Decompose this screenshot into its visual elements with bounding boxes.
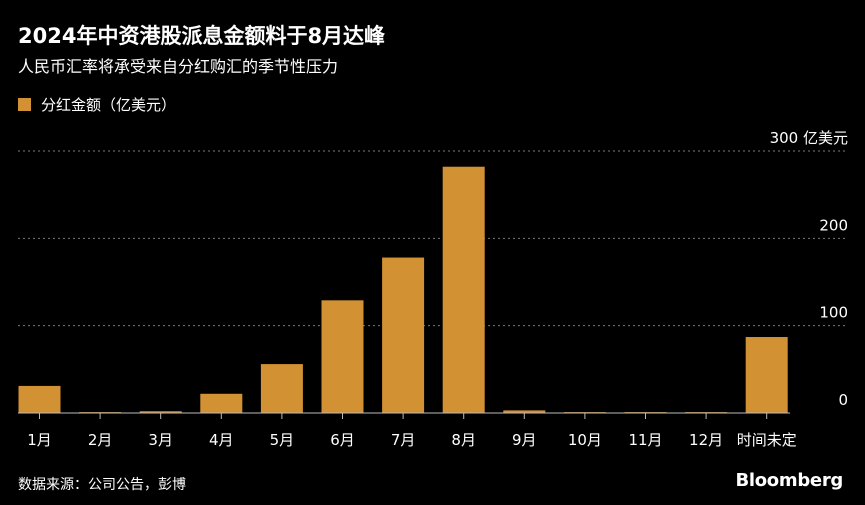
x-tick-label: 12月 bbox=[689, 431, 723, 449]
chart-subtitle: 人民币汇率将承受来自分红购汇的季节性压力 bbox=[18, 57, 339, 76]
bar-1月 bbox=[18, 385, 61, 413]
x-tick-label: 9月 bbox=[512, 431, 537, 449]
gridlines bbox=[18, 150, 848, 327]
x-tick-label: 4月 bbox=[209, 431, 234, 449]
y-tick-label: 300 亿美元 bbox=[770, 129, 848, 147]
bloomberg-logo: Bloomberg bbox=[735, 470, 843, 491]
x-tick-label: 5月 bbox=[270, 431, 295, 449]
legend-label: 分红金额（亿美元） bbox=[41, 96, 177, 114]
legend-swatch bbox=[18, 98, 31, 111]
x-tick-label: 11月 bbox=[628, 431, 662, 449]
legend: 分红金额（亿美元） bbox=[18, 94, 176, 115]
bar-时间未定 bbox=[745, 337, 788, 413]
bar-7月 bbox=[382, 257, 425, 413]
bars bbox=[18, 166, 788, 413]
source-note: 数据来源：公司公告，彭博 bbox=[18, 477, 186, 493]
x-tick-label: 8月 bbox=[451, 431, 476, 449]
chart-title: 2024年中资港股派息金额料于8月达峰 bbox=[18, 24, 386, 48]
x-tick-label: 3月 bbox=[148, 431, 173, 449]
bar-9月 bbox=[503, 410, 546, 413]
x-tick-label: 7月 bbox=[391, 431, 416, 449]
bar-8月 bbox=[442, 166, 485, 413]
x-tick-label: 6月 bbox=[330, 431, 355, 449]
x-tick-label: 时间未定 bbox=[737, 431, 797, 449]
bar-3月 bbox=[139, 411, 182, 413]
y-tick-label: 0 bbox=[838, 391, 848, 409]
bar-4月 bbox=[200, 393, 243, 413]
y-tick-label: 100 bbox=[819, 304, 848, 322]
bar-6月 bbox=[321, 300, 364, 413]
y-tick-label: 200 bbox=[819, 216, 848, 234]
x-tick-label: 1月 bbox=[27, 431, 52, 449]
bar-5月 bbox=[260, 364, 303, 413]
axes: 0 100 200 300 亿美元 1月 2月 3月 4月 5月 6月 7月 8月 9月 10月 11月 12… bbox=[18, 129, 848, 449]
x-tick-label: 10月 bbox=[568, 431, 602, 449]
x-tick-label: 2月 bbox=[88, 431, 113, 449]
